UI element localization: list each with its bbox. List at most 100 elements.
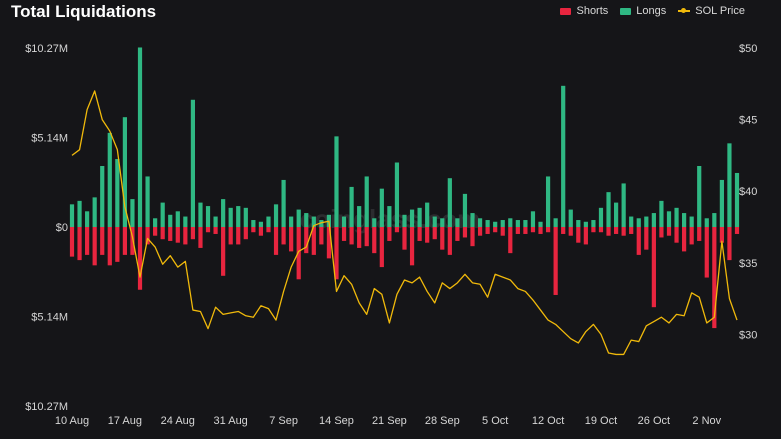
long-bar	[100, 166, 105, 227]
long-bar	[387, 206, 392, 227]
x-tick-label: 10 Aug	[55, 415, 89, 427]
x-tick-label: 19 Oct	[585, 415, 617, 427]
short-bar	[500, 227, 505, 236]
long-bar	[349, 186, 354, 227]
long-bar	[130, 199, 135, 227]
long-bar	[281, 179, 286, 227]
short-bar	[213, 227, 218, 234]
short-bar	[523, 227, 528, 234]
x-tick-label: 17 Aug	[108, 415, 142, 427]
x-tick-label: 5 Oct	[482, 415, 508, 427]
long-bar	[583, 221, 588, 227]
short-bar	[432, 227, 437, 240]
short-bar	[100, 227, 105, 255]
short-bar	[228, 227, 233, 245]
short-bar	[130, 227, 135, 255]
long-bar	[697, 166, 702, 227]
short-bar	[402, 227, 407, 250]
short-bar	[168, 227, 173, 241]
long-bar	[341, 216, 347, 227]
long-bar	[500, 220, 505, 227]
long-bar	[719, 179, 724, 227]
long-bar	[168, 214, 173, 227]
long-bar	[432, 216, 437, 227]
long-bar	[470, 213, 475, 227]
short-bar	[568, 227, 573, 236]
long-bar	[598, 207, 604, 227]
long-bar	[228, 207, 233, 227]
long-bar	[689, 216, 694, 227]
long-bar	[613, 202, 619, 227]
long-bar	[727, 143, 732, 227]
long-bar	[236, 206, 241, 227]
short-bar	[205, 227, 211, 233]
x-axis: 10 Aug 17 Aug 24 Aug 31 Aug 7 Sep 14 Sep 21 Se…	[55, 415, 722, 427]
x-tick-label: 12 Oct	[532, 415, 564, 427]
legend-item-longs[interactable]: Longs	[620, 5, 666, 17]
long-bar	[508, 218, 513, 227]
short-bar	[621, 227, 626, 236]
short-bar	[644, 227, 649, 250]
x-tick-label: 24 Aug	[161, 415, 195, 427]
short-bar	[357, 227, 362, 248]
long-bar	[561, 85, 566, 227]
y-left-tick-label: $10.27M	[25, 43, 68, 55]
short-bar	[122, 227, 127, 255]
short-bar	[326, 227, 332, 259]
short-bar	[243, 227, 248, 240]
x-tick-label: 28 Sep	[425, 415, 460, 427]
long-bar	[175, 211, 180, 227]
long-bar	[576, 220, 581, 227]
short-bar	[689, 227, 694, 245]
long-bar	[455, 218, 460, 227]
y-left-tick-label: $5.14M	[31, 133, 68, 145]
long-bar	[606, 192, 611, 227]
long-bar	[183, 216, 188, 227]
long-bar	[372, 218, 377, 227]
short-bar	[545, 227, 551, 233]
long-bar	[137, 47, 143, 228]
y-right-tick-label: $50	[739, 43, 757, 55]
long-bar	[77, 200, 82, 227]
y-axis-right: $50 $45 $40 $35 $30	[739, 43, 757, 341]
short-bar	[115, 227, 120, 262]
long-bar	[553, 218, 558, 227]
short-bar	[273, 227, 279, 255]
long-bar	[651, 213, 656, 227]
short-bar	[508, 227, 513, 254]
long-bar	[447, 178, 452, 227]
long-bar	[493, 221, 498, 227]
x-tick-label: 7 Sep	[269, 415, 298, 427]
short-bar	[153, 227, 158, 236]
long-bar	[153, 218, 158, 227]
short-bar	[636, 227, 641, 255]
long-bar	[659, 200, 664, 227]
short-bar	[372, 227, 377, 254]
chart-title: Total Liquidations	[11, 2, 157, 21]
y-left-tick-label: $0	[56, 222, 68, 234]
short-bar	[553, 227, 558, 295]
y-right-tick-label: $40	[739, 186, 757, 198]
long-bar	[304, 213, 309, 227]
short-bar	[727, 227, 732, 261]
short-bar	[477, 227, 483, 236]
legend-item-sol-price[interactable]: SOL Price	[678, 5, 745, 17]
short-bar	[160, 227, 165, 240]
short-bar	[485, 227, 490, 234]
long-bar	[477, 218, 483, 227]
long-bar	[266, 216, 271, 227]
short-bar	[712, 227, 717, 329]
price-line-group	[71, 90, 738, 356]
long-bar	[92, 197, 97, 227]
legend-item-shorts[interactable]: Shorts	[560, 5, 608, 17]
short-bar	[69, 227, 75, 257]
legend-label-longs: Longs	[636, 5, 667, 17]
short-bar	[515, 227, 520, 234]
short-bar	[175, 227, 180, 243]
long-bar	[364, 176, 369, 227]
short-bar	[666, 227, 672, 236]
long-bar	[160, 202, 165, 227]
short-bar	[281, 227, 286, 245]
x-tick-label: 31 Aug	[214, 415, 248, 427]
short-bar	[221, 227, 226, 276]
